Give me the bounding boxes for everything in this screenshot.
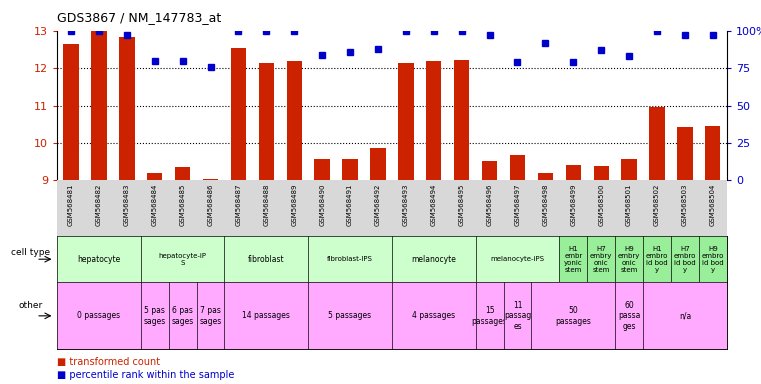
Bar bbox=[231, 48, 246, 180]
Text: 6 pas
sages: 6 pas sages bbox=[171, 306, 194, 326]
Text: fibroblast: fibroblast bbox=[248, 255, 285, 264]
Text: 7 pas
sages: 7 pas sages bbox=[199, 306, 221, 326]
Text: GSM568499: GSM568499 bbox=[570, 183, 576, 226]
Bar bbox=[565, 165, 581, 180]
Text: 4 passages: 4 passages bbox=[412, 311, 455, 320]
Text: 5 passages: 5 passages bbox=[329, 311, 371, 320]
Bar bbox=[119, 37, 135, 180]
Bar bbox=[649, 108, 664, 180]
Bar bbox=[677, 127, 693, 180]
Text: GSM568495: GSM568495 bbox=[459, 183, 465, 226]
Text: GSM568500: GSM568500 bbox=[598, 183, 604, 226]
Bar bbox=[371, 147, 386, 180]
Bar bbox=[398, 63, 413, 180]
Text: 15
passages: 15 passages bbox=[472, 306, 508, 326]
Text: ■ transformed count: ■ transformed count bbox=[57, 356, 161, 367]
Text: GSM568504: GSM568504 bbox=[710, 183, 716, 226]
Bar bbox=[63, 44, 78, 180]
Text: hepatocyte-iP
S: hepatocyte-iP S bbox=[158, 253, 207, 266]
Bar bbox=[287, 61, 302, 180]
Text: GSM568487: GSM568487 bbox=[235, 183, 241, 226]
Text: GSM568489: GSM568489 bbox=[291, 183, 298, 226]
Text: H9
embro
id bod
y: H9 embro id bod y bbox=[702, 246, 724, 273]
Text: GSM568482: GSM568482 bbox=[96, 183, 102, 226]
Text: 5 pas
sages: 5 pas sages bbox=[144, 306, 166, 326]
Text: 60
passa
ges: 60 passa ges bbox=[618, 301, 640, 331]
Text: H7
embro
id bod
y: H7 embro id bod y bbox=[673, 246, 696, 273]
Bar bbox=[594, 166, 609, 180]
Bar bbox=[510, 155, 525, 180]
Text: GSM568497: GSM568497 bbox=[514, 183, 521, 226]
Text: 11
passag
es: 11 passag es bbox=[504, 301, 531, 331]
Text: H1
embr
yonic
stem: H1 embr yonic stem bbox=[564, 246, 583, 273]
Text: other: other bbox=[18, 301, 43, 310]
Bar bbox=[314, 159, 330, 180]
Text: GSM568485: GSM568485 bbox=[180, 183, 186, 226]
Text: n/a: n/a bbox=[679, 311, 691, 320]
Bar bbox=[91, 31, 107, 180]
Text: GSM568488: GSM568488 bbox=[263, 183, 269, 226]
Bar bbox=[454, 60, 470, 180]
Bar bbox=[426, 61, 441, 180]
Text: GSM568491: GSM568491 bbox=[347, 183, 353, 226]
Text: GSM568503: GSM568503 bbox=[682, 183, 688, 226]
Bar bbox=[259, 63, 274, 180]
Bar bbox=[175, 167, 190, 180]
Text: GSM568490: GSM568490 bbox=[319, 183, 325, 226]
Text: H9
embry
onic
stem: H9 embry onic stem bbox=[618, 246, 640, 273]
Text: GSM568493: GSM568493 bbox=[403, 183, 409, 226]
Text: melanocyte: melanocyte bbox=[412, 255, 456, 264]
Text: 14 passages: 14 passages bbox=[243, 311, 290, 320]
Text: GSM568483: GSM568483 bbox=[124, 183, 130, 226]
Bar bbox=[538, 173, 553, 180]
Text: GSM568502: GSM568502 bbox=[654, 183, 660, 226]
Text: hepatocyte: hepatocyte bbox=[78, 255, 120, 264]
Bar bbox=[482, 161, 497, 180]
Text: GSM568481: GSM568481 bbox=[68, 183, 74, 226]
Bar bbox=[342, 159, 358, 180]
Bar bbox=[705, 126, 721, 180]
Text: GSM568496: GSM568496 bbox=[486, 183, 492, 226]
Text: GSM568486: GSM568486 bbox=[208, 183, 214, 226]
Text: melanocyte-iPS: melanocyte-iPS bbox=[491, 256, 544, 262]
Bar bbox=[203, 179, 218, 180]
Text: GSM568494: GSM568494 bbox=[431, 183, 437, 226]
Text: H7
embry
onic
stem: H7 embry onic stem bbox=[590, 246, 613, 273]
Text: H1
embro
id bod
y: H1 embro id bod y bbox=[646, 246, 668, 273]
Text: fibroblast-IPS: fibroblast-IPS bbox=[327, 256, 373, 262]
Text: GSM568498: GSM568498 bbox=[543, 183, 549, 226]
Text: cell type: cell type bbox=[11, 248, 50, 257]
Text: ■ percentile rank within the sample: ■ percentile rank within the sample bbox=[57, 370, 234, 381]
Bar bbox=[147, 173, 162, 180]
Bar bbox=[622, 159, 637, 180]
Text: 0 passages: 0 passages bbox=[78, 311, 120, 320]
Text: 50
passages: 50 passages bbox=[556, 306, 591, 326]
Text: GSM568484: GSM568484 bbox=[151, 183, 158, 226]
Text: GSM568492: GSM568492 bbox=[375, 183, 381, 226]
Text: GDS3867 / NM_147783_at: GDS3867 / NM_147783_at bbox=[57, 12, 221, 25]
Text: GSM568501: GSM568501 bbox=[626, 183, 632, 226]
